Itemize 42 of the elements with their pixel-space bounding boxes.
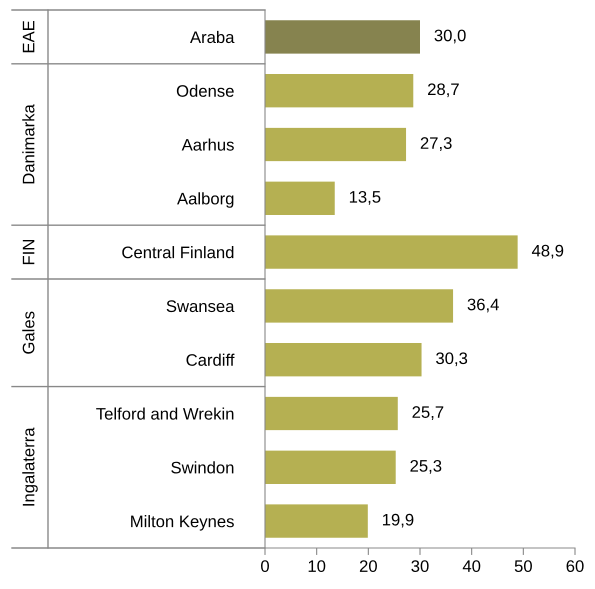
y-tick-label: Swansea	[166, 300, 234, 312]
text: Danimarka	[22, 104, 34, 184]
x-tick-label: 10	[308, 560, 326, 572]
text: FIN	[22, 240, 34, 264]
x-tick-label: 20	[360, 560, 377, 572]
bar	[265, 20, 420, 54]
x-tick-label: 30	[411, 560, 429, 572]
y-tick-label: Cardiff	[186, 354, 234, 366]
data-label: 28,7	[428, 83, 459, 98]
data-label: 48,9	[532, 244, 564, 259]
y-tick-label: Telford and Wrekin	[96, 407, 234, 420]
y-tick-label: Odense	[176, 84, 234, 97]
x-tick-label: 0	[261, 560, 269, 572]
data-label: 13,5	[350, 190, 380, 205]
y-tick-label: Aarhus	[182, 138, 234, 151]
y-tick-label: Swindon	[171, 461, 234, 474]
text: Gales	[22, 312, 34, 354]
text: EAE	[22, 20, 34, 52]
bar	[265, 289, 454, 323]
text: Ingalaterra	[22, 427, 38, 506]
y-tick-label: Milton Keynes	[131, 515, 234, 531]
y-tick-label: Aalborg	[177, 192, 234, 208]
data-label: 25,3	[410, 460, 442, 474]
data-label: 30,0	[434, 30, 466, 44]
data-label: 27,3	[420, 137, 452, 151]
data-label: 25,7	[412, 406, 444, 420]
y-tick-label: Araba	[190, 30, 234, 44]
data-label: 30,3	[436, 352, 468, 366]
x-tick-label: 40	[462, 560, 480, 572]
x-tick-label: 60	[566, 560, 584, 572]
bar	[265, 235, 518, 269]
bar	[265, 450, 396, 484]
bar	[265, 504, 368, 538]
data-label: 36,4	[468, 298, 499, 312]
bar	[265, 343, 422, 376]
x-tick-label: 50	[514, 560, 532, 572]
bar	[265, 74, 414, 108]
bar	[265, 128, 406, 162]
data-label: 19,9	[382, 514, 414, 528]
bar	[265, 396, 398, 430]
bar	[265, 182, 335, 215]
y-tick-label: Central Finland	[122, 246, 234, 258]
